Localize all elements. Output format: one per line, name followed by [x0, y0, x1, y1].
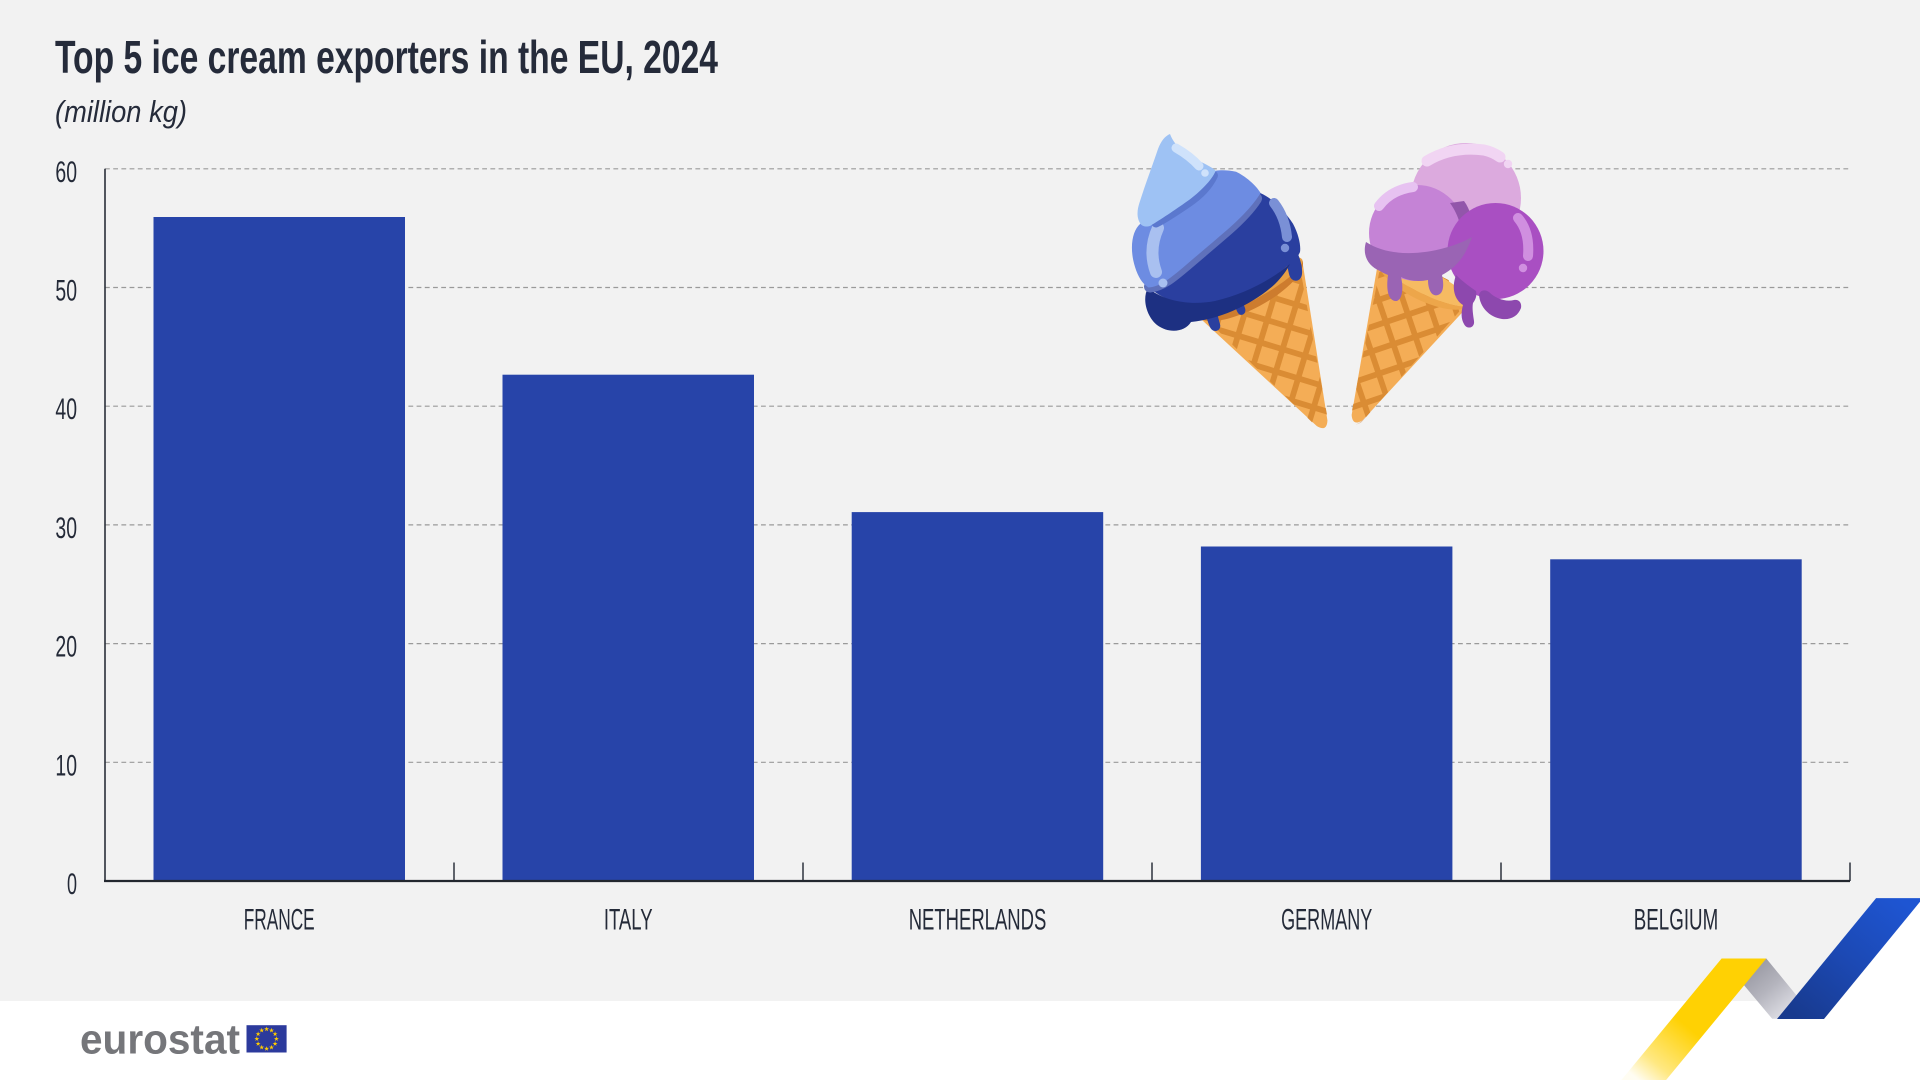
svg-text:(million kg): (million kg): [55, 94, 187, 129]
svg-text:Top 5 ice cream exporters in t: Top 5 ice cream exporters in the EU, 202…: [55, 31, 718, 83]
svg-text:30: 30: [55, 512, 77, 545]
svg-text:50: 50: [55, 275, 77, 308]
svg-text:NETHERLANDS: NETHERLANDS: [909, 904, 1047, 937]
svg-text:10: 10: [55, 749, 77, 782]
svg-text:ITALY: ITALY: [604, 904, 653, 937]
svg-text:BELGIUM: BELGIUM: [1634, 904, 1718, 937]
svg-text:20: 20: [55, 631, 77, 664]
svg-text:GERMANY: GERMANY: [1281, 904, 1372, 937]
svg-text:40: 40: [55, 393, 77, 426]
svg-text:FRANCE: FRANCE: [244, 904, 315, 937]
svg-text:0: 0: [67, 868, 77, 901]
svg-text:60: 60: [55, 156, 77, 189]
svg-text:eurostat: eurostat: [80, 1016, 240, 1063]
